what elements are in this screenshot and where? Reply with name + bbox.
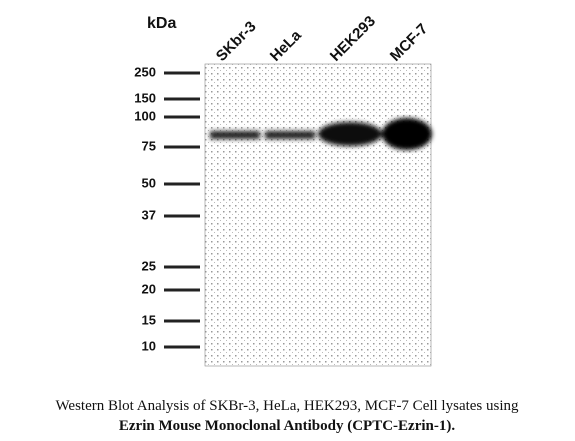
ladder-band <box>164 319 200 323</box>
marker-label: 100 <box>134 108 156 123</box>
marker-label: 20 <box>142 281 156 296</box>
marker-label: 50 <box>142 175 156 190</box>
band <box>382 118 432 150</box>
marker-label: 75 <box>142 138 156 153</box>
ladder-band <box>164 115 200 119</box>
ladder-band <box>164 265 200 269</box>
band <box>318 122 382 146</box>
blot-membrane <box>204 63 432 367</box>
band <box>210 131 260 139</box>
ladder-band <box>164 288 200 292</box>
ladder-band <box>164 345 200 349</box>
band <box>265 131 315 139</box>
marker-label: 10 <box>142 338 156 353</box>
ladder-band <box>164 97 200 101</box>
ladder-band <box>164 214 200 218</box>
marker-label: 250 <box>134 64 156 79</box>
ladder-band <box>164 71 200 75</box>
unit-label: kDa <box>147 15 176 32</box>
lane-label: SKbr-3 <box>213 18 260 65</box>
ladder-band <box>164 145 200 149</box>
ladder-band <box>164 182 200 186</box>
caption-line: Western Blot Analysis of SKBr-3, HeLa, H… <box>55 398 519 414</box>
lane-label: HeLa <box>267 26 305 64</box>
marker-label: 150 <box>134 90 156 105</box>
marker-label: 37 <box>142 207 156 222</box>
bands <box>210 118 432 150</box>
marker-label: 25 <box>142 258 156 273</box>
marker-label: 15 <box>142 312 156 327</box>
lane-label: MCF-7 <box>387 20 431 64</box>
lane-label: HEK293 <box>327 13 379 65</box>
caption-line: Ezrin Mouse Monoclonal Antibody (CPTC-Ez… <box>119 418 455 434</box>
